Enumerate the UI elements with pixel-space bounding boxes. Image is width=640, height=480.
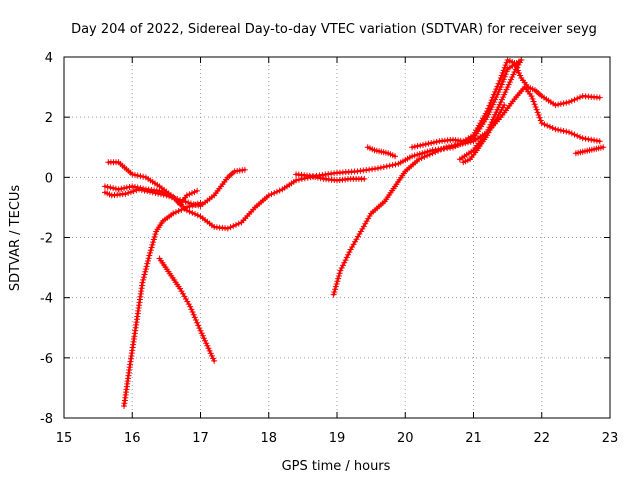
grid-lines [64, 57, 610, 418]
series-markers [101, 183, 201, 208]
series-arc-g [330, 84, 603, 298]
series-markers [330, 84, 603, 298]
x-tick-label: 21 [465, 431, 482, 446]
y-tick-label: 4 [45, 51, 53, 66]
y-tick-label: -8 [40, 412, 53, 427]
x-tick-label: 23 [602, 431, 619, 446]
series-arc-c [101, 183, 201, 208]
series-markers [121, 199, 204, 409]
series-trace [332, 85, 602, 296]
x-tick-label: 19 [329, 431, 346, 446]
x-tick-label: 16 [124, 431, 141, 446]
y-axis-label: SDTVAR / TECUs [8, 185, 23, 292]
x-tick-label: 15 [56, 431, 73, 446]
series-markers [572, 144, 607, 157]
x-tick-label: 18 [260, 431, 277, 446]
x-tick-label: 20 [397, 431, 414, 446]
series-arc-e [156, 255, 218, 364]
series-markers [364, 144, 399, 160]
data-series [101, 57, 607, 409]
chart-title: Day 204 of 2022, Sidereal Day-to-day VTE… [71, 22, 597, 37]
y-tick-label: -6 [40, 352, 53, 367]
y-tick-label: 0 [45, 171, 53, 186]
series-arc-i [409, 57, 603, 151]
series-arc-f [293, 171, 368, 184]
series-markers [293, 171, 368, 184]
x-tick-label: 22 [533, 431, 550, 446]
series-arc-h [364, 144, 399, 160]
x-axis-label: GPS time / hours [282, 459, 391, 474]
series-markers [156, 255, 218, 364]
y-tick-label: -2 [40, 232, 53, 247]
series-markers [460, 102, 508, 166]
series-arc-d [121, 199, 204, 409]
series-arc-k [572, 144, 607, 157]
x-tick-label: 17 [192, 431, 209, 446]
y-tick-label: -4 [40, 292, 53, 307]
series-arc-l [460, 102, 508, 166]
axis-ticks: 15 16 17 18 19 20 21 22 23 -8 -6 -4 -2 0 2 4 [40, 51, 618, 446]
series-markers [409, 57, 603, 151]
y-tick-label: 2 [45, 111, 53, 126]
